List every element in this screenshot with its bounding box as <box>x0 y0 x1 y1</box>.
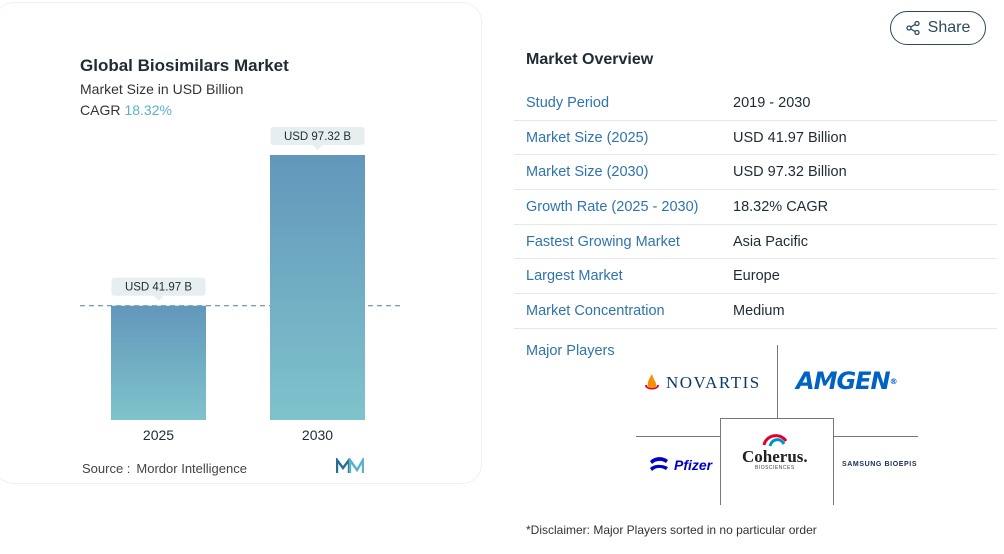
overview-row-label: Study Period <box>526 94 610 111</box>
novartis-logo[interactable]: NOVARTIS <box>644 373 761 393</box>
overview-row-value: Asia Pacific <box>733 233 808 250</box>
coherus-arc-icon <box>762 434 788 447</box>
overview-row-label: Largest Market <box>526 268 623 285</box>
chart-subtitle: Market Size in USD Billion <box>80 81 244 97</box>
share-button[interactable]: Share <box>890 11 986 45</box>
overview-row-label: Market Size (2025) <box>526 129 649 146</box>
bar-2030 <box>270 155 365 420</box>
share-icon <box>905 21 920 35</box>
chart-source: Source : Mordor Intelligence <box>82 461 247 476</box>
overview-row: Fastest Growing Market Asia Pacific <box>514 225 997 260</box>
overview-row-value: 18.32% CAGR <box>733 198 829 215</box>
overview-row-value: USD 97.32 Billion <box>733 164 847 181</box>
x-tick-label: 2030 <box>302 427 333 443</box>
overview-row: Market Concentration Medium <box>514 294 997 329</box>
source-value: Mordor Intelligence <box>136 461 247 476</box>
overview-row: Largest Market Europe <box>514 259 997 295</box>
novartis-flame-icon <box>645 374 659 390</box>
samsung-bioepis-logo[interactable]: SAMSUNG BIOEPIS <box>842 461 917 468</box>
coherus-logo[interactable]: Coherus. BIOSCIENCES <box>742 431 808 471</box>
x-tick-label: 2025 <box>143 427 174 443</box>
grid-divider <box>833 418 834 505</box>
data-label-box <box>111 277 206 296</box>
overview-row-label: Market Concentration <box>526 302 665 319</box>
overview-row-value: Medium <box>733 302 785 319</box>
overview-row-value: USD 41.97 Billion <box>733 129 847 146</box>
grid-divider <box>777 345 778 418</box>
chart-card <box>0 2 482 484</box>
chart-title: Global Biosimilars Market <box>80 56 289 75</box>
overview-row: Study Period 2019 - 2030 <box>514 86 997 121</box>
chart-cagr: CAGR 18.32% <box>80 102 172 118</box>
pfizer-wave-icon <box>650 457 668 471</box>
data-label-box <box>270 127 365 145</box>
overview-row: Market Size (2025) USD 41.97 Billion <box>514 121 997 156</box>
pfizer-logo[interactable]: Pfizer <box>648 455 712 475</box>
grid-divider <box>720 418 721 505</box>
coherus-subtitle: BIOSCIENCES <box>754 465 795 471</box>
pfizer-name: Pfizer <box>674 457 713 473</box>
cagr-value: 18.32% <box>124 102 172 118</box>
overview-row: Market Size (2030) USD 97.32 Billion <box>514 155 997 191</box>
share-label: Share <box>927 19 971 36</box>
overview-row: Growth Rate (2025 - 2030) 18.32% CAGR <box>514 190 997 225</box>
overview-table: Study Period 2019 - 2030 Market Size (2025… <box>514 86 997 329</box>
overview-row-label: Fastest Growing Market <box>526 233 680 250</box>
bar-2025 <box>111 305 206 420</box>
cagr-label: CAGR <box>80 102 121 118</box>
data-label: USD 41.97 B <box>125 282 192 294</box>
source-label: Source : <box>82 461 131 476</box>
overview-row-label: Growth Rate (2025 - 2030) <box>526 198 699 215</box>
amgen-name: AMGEN <box>796 367 891 395</box>
major-players-grid: NOVARTIS AMGEN ® Pfizer Coherus. BIOSCIEN… <box>636 345 918 505</box>
overview-row-value: Europe <box>733 268 780 285</box>
data-label-pointer <box>153 295 164 301</box>
overview-row-value: 2019 - 2030 <box>733 94 811 111</box>
grid-divider <box>720 418 834 419</box>
grid-divider <box>636 436 720 437</box>
overview-title: Market Overview <box>526 51 654 68</box>
mordor-intelligence-logo-icon <box>336 458 364 473</box>
novartis-name: NOVARTIS <box>666 373 761 392</box>
coherus-name: Coherus. <box>742 447 808 466</box>
data-label: USD 97.32 B <box>284 131 351 143</box>
data-label-pointer <box>312 145 323 150</box>
amgen-logo[interactable]: AMGEN ® <box>796 367 898 395</box>
grid-divider <box>834 436 918 437</box>
bar-chart: USD 41.97 B 2025 USD 97.32 B 2030 <box>80 127 400 443</box>
disclaimer: *Disclaimer: Major Players sorted in no … <box>526 523 817 537</box>
overview-row-label: Market Size (2030) <box>526 164 649 181</box>
major-players-label: Major Players <box>526 343 615 359</box>
samsung-bioepis-name: SAMSUNG BIOEPIS <box>842 461 918 468</box>
